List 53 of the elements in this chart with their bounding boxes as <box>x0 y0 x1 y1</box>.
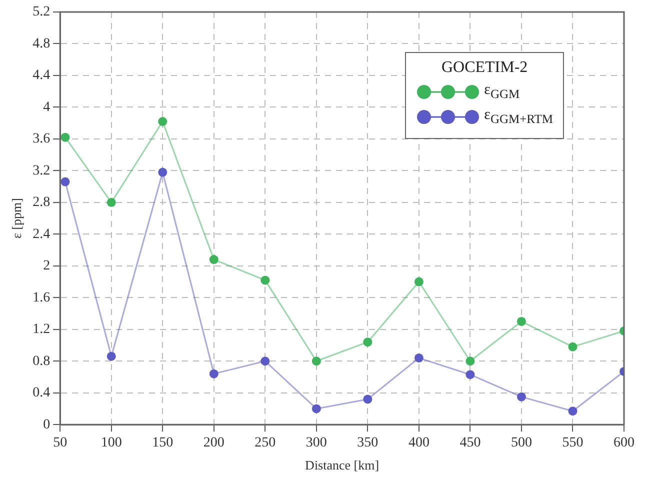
legend-title: GOCETIM-2 <box>440 59 529 77</box>
y-tick-label: 4.8 <box>32 36 50 52</box>
point <box>568 406 578 416</box>
point <box>209 255 218 264</box>
point <box>312 356 321 366</box>
x-tick-label: 200 <box>203 436 224 451</box>
point <box>60 177 70 186</box>
y-tick-label: 5.2 <box>32 4 50 20</box>
y-tick-label: 0.4 <box>32 386 50 401</box>
legend-label: ε$_{GGM+RTM}$ <box>484 107 553 127</box>
point <box>158 117 168 126</box>
point <box>260 356 270 366</box>
y-tick-label: 2.8 <box>32 195 50 210</box>
point <box>568 342 578 352</box>
point <box>60 132 70 142</box>
x-tick-label: 50 <box>53 436 68 451</box>
y-tick-label: 1.2 <box>32 322 50 338</box>
y-tick-label: 0.8 <box>32 354 50 369</box>
point <box>106 352 116 361</box>
x-tick-label: 450 <box>460 436 481 451</box>
x-tick-label: 150 <box>152 436 174 451</box>
x-tick-label: 400 <box>408 436 430 451</box>
point <box>516 316 526 326</box>
y-tick-label: 3.6 <box>32 132 50 147</box>
point <box>312 404 321 414</box>
x-tick-label: 550 <box>562 436 584 451</box>
point <box>516 392 526 402</box>
point <box>363 338 372 347</box>
legend-label: ε$_{GGM}$ <box>484 82 520 102</box>
x-tick-label: 500 <box>510 436 532 451</box>
point <box>414 277 424 286</box>
point <box>466 356 475 366</box>
y-tick-label: 3.2 <box>32 163 50 178</box>
x-axis-title: Distance [km] <box>305 458 380 473</box>
y-tick-label: 1.6 <box>32 290 50 306</box>
x-tick-label: 600 <box>614 436 634 451</box>
point <box>158 168 168 177</box>
y-tick-label: 4.4 <box>32 68 50 84</box>
point <box>106 198 116 207</box>
point <box>414 353 424 362</box>
point <box>260 276 270 285</box>
x-tick-label: 100 <box>100 436 122 451</box>
y-tick-label: 2 <box>43 258 50 274</box>
x-tick-label: 250 <box>254 436 276 451</box>
x-tick-label: 300 <box>306 436 327 451</box>
y-tick-label: 4 <box>43 100 50 115</box>
y-tick-label: 0 <box>43 417 50 432</box>
point <box>466 370 475 380</box>
point <box>209 369 218 378</box>
x-tick-label: 350 <box>357 436 378 451</box>
point <box>363 394 372 404</box>
y-tick-label: 2.4 <box>32 226 50 242</box>
y-axis-title: ε [ppm] <box>9 198 24 239</box>
